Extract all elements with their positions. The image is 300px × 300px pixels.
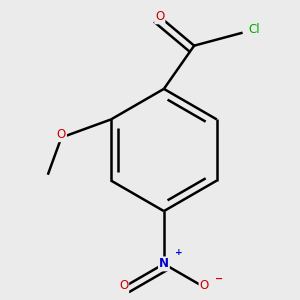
Text: O: O (155, 10, 164, 23)
Text: N: N (159, 257, 169, 270)
Text: O: O (57, 128, 66, 141)
Text: −: − (215, 274, 223, 284)
Text: O: O (200, 279, 209, 292)
Text: Cl: Cl (248, 23, 260, 36)
Text: O: O (119, 279, 128, 292)
Text: +: + (176, 248, 183, 257)
